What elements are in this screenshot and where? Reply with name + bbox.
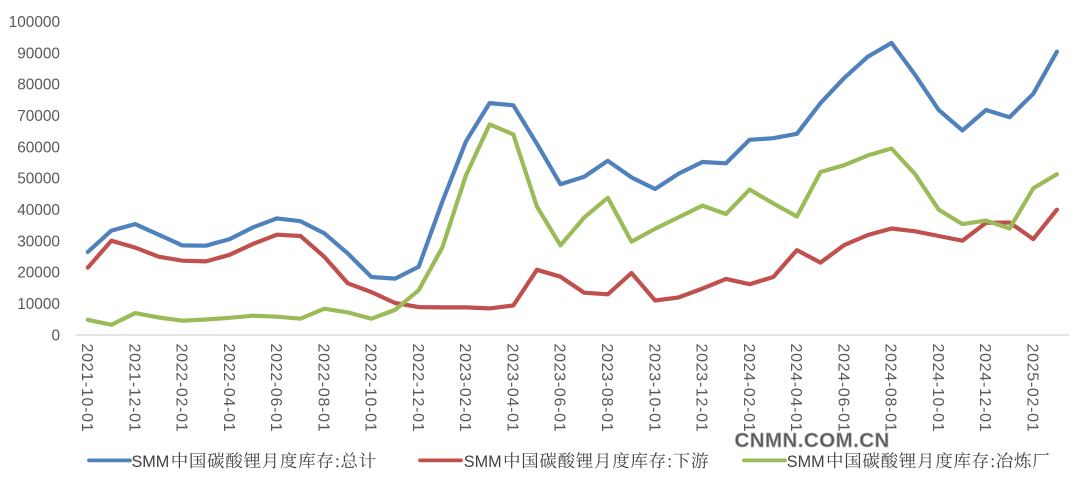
svg-text:100000: 100000 (9, 14, 60, 31)
svg-text:2023-06-01: 2023-06-01 (551, 344, 568, 433)
svg-text:2022-02-01: 2022-02-01 (173, 344, 190, 433)
svg-text:2023-02-01: 2023-02-01 (456, 344, 473, 433)
svg-text:10000: 10000 (17, 296, 60, 313)
svg-text:2023-08-01: 2023-08-01 (598, 344, 615, 433)
svg-text:2025-02-01: 2025-02-01 (1024, 344, 1041, 433)
svg-text:SMM: SMM (132, 453, 170, 471)
svg-text:2022-06-01: 2022-06-01 (267, 344, 284, 433)
svg-text:2022-04-01: 2022-04-01 (220, 344, 237, 433)
svg-text:SMM: SMM (464, 453, 502, 471)
svg-text:2023-10-01: 2023-10-01 (645, 344, 662, 433)
svg-text:50000: 50000 (17, 171, 60, 188)
svg-text:SMM: SMM (787, 453, 825, 471)
svg-text:40000: 40000 (17, 202, 60, 219)
svg-text:2022-12-01: 2022-12-01 (409, 344, 426, 433)
svg-text:2024-06-01: 2024-06-01 (834, 344, 851, 433)
svg-text:2022-10-01: 2022-10-01 (362, 344, 379, 433)
svg-text:0: 0 (51, 327, 60, 344)
svg-text:80000: 80000 (17, 77, 60, 94)
svg-text:2024-04-01: 2024-04-01 (787, 344, 804, 433)
svg-text:2024-08-01: 2024-08-01 (882, 344, 899, 433)
svg-text:30000: 30000 (17, 233, 60, 250)
svg-text:60000: 60000 (17, 139, 60, 156)
svg-text:20000: 20000 (17, 265, 60, 282)
svg-text:2024-02-01: 2024-02-01 (740, 344, 757, 433)
svg-text:2024-12-01: 2024-12-01 (976, 344, 993, 433)
svg-text:2023-12-01: 2023-12-01 (693, 344, 710, 433)
svg-text:2023-04-01: 2023-04-01 (504, 344, 521, 433)
svg-text:2024-10-01: 2024-10-01 (929, 344, 946, 433)
svg-text:CNMN.COM.CN: CNMN.COM.CN (735, 429, 890, 452)
svg-text:90000: 90000 (17, 45, 60, 62)
svg-text:2021-10-01: 2021-10-01 (78, 344, 95, 433)
svg-text:2021-12-01: 2021-12-01 (125, 344, 142, 433)
svg-text:2022-08-01: 2022-08-01 (314, 344, 331, 433)
svg-text:70000: 70000 (17, 108, 60, 125)
